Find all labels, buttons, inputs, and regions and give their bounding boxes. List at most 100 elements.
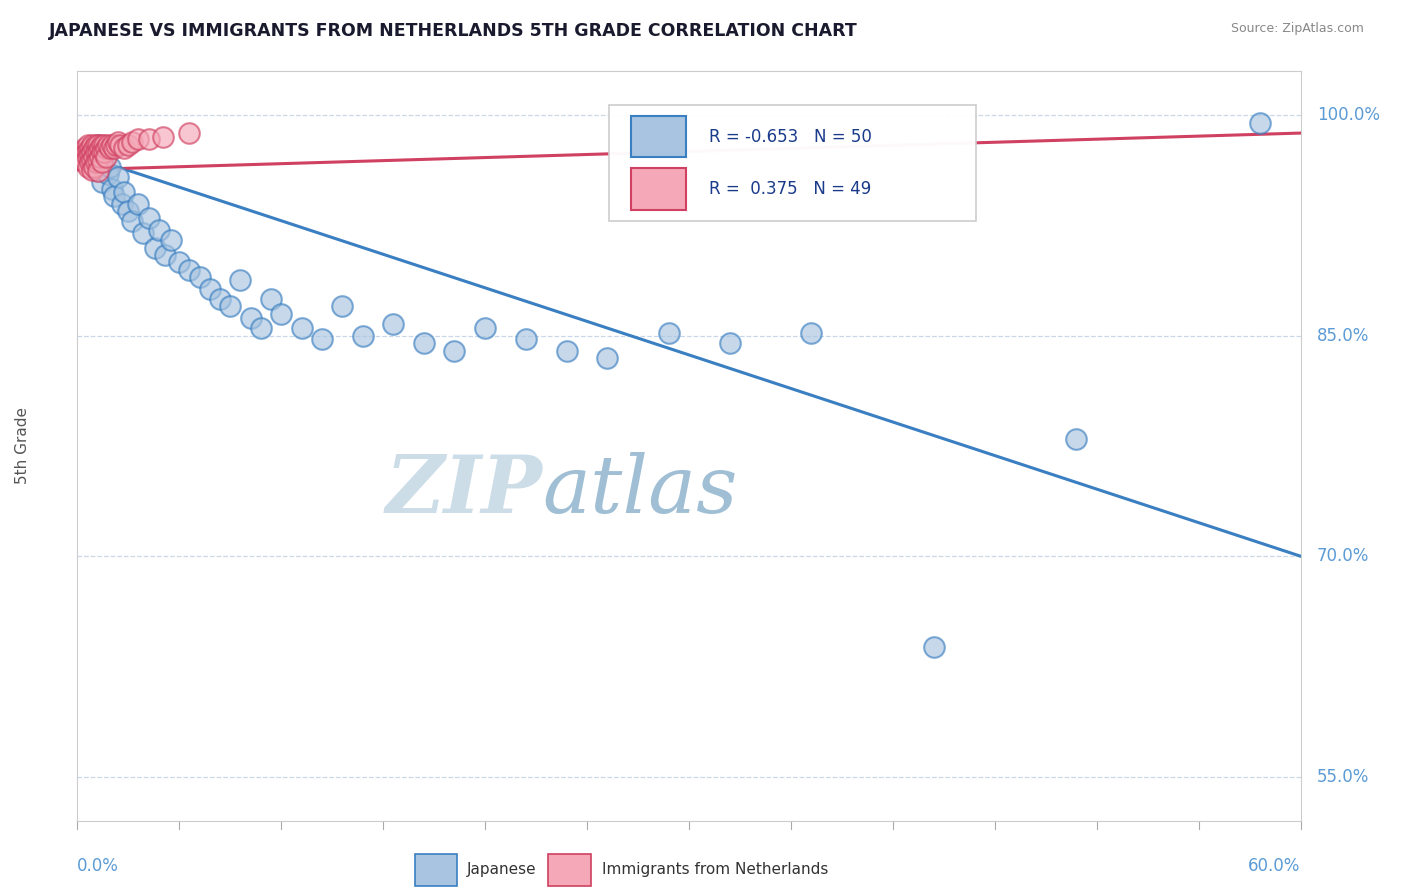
Point (83, 141, 105, 155)
Point (260, 292, 283, 306)
Point (138, 211, 160, 226)
Point (76, 137, 98, 152)
Point (101, 182, 124, 196)
Point (107, 135, 129, 149)
Point (515, 332, 537, 346)
Point (117, 137, 139, 152)
Point (555, 343, 578, 358)
Point (143, 241, 166, 255)
Point (290, 321, 312, 335)
Point (79, 155, 101, 169)
Text: Japanese: Japanese (467, 863, 537, 877)
Point (101, 137, 124, 152)
Point (103, 189, 125, 203)
Point (72, 150, 94, 164)
Point (90, 145, 112, 160)
Point (76, 145, 98, 160)
Point (97, 167, 120, 181)
Point (105, 137, 128, 152)
Point (72, 145, 94, 160)
Point (80, 137, 103, 152)
Point (332, 300, 354, 314)
Point (219, 300, 242, 314)
Point (127, 196, 149, 211)
Text: 85.0%: 85.0% (1317, 326, 1369, 345)
Point (93, 153, 115, 167)
Point (87, 145, 110, 160)
Point (80, 162, 103, 177)
Point (84, 145, 107, 160)
Text: 100.0%: 100.0% (1317, 106, 1379, 125)
Point (121, 135, 143, 149)
Point (75, 141, 97, 155)
Point (250, 321, 273, 335)
Point (148, 223, 170, 237)
Point (131, 226, 153, 240)
Point (239, 311, 262, 326)
Point (87, 137, 110, 152)
Point (98, 141, 121, 155)
Point (922, 640, 945, 655)
Point (188, 270, 211, 285)
Point (87, 164, 110, 178)
Point (93, 137, 115, 152)
Point (87, 164, 110, 178)
Point (76, 150, 98, 164)
Point (179, 262, 201, 277)
Point (270, 307, 292, 321)
Text: 0.0%: 0.0% (77, 857, 120, 875)
Text: Source: ZipAtlas.com: Source: ZipAtlas.com (1230, 22, 1364, 36)
Point (98, 160, 121, 174)
Point (229, 273, 252, 287)
Point (718, 336, 741, 351)
Point (94, 150, 117, 164)
Point (1066, 432, 1088, 446)
Point (80, 145, 103, 160)
Text: ZIP: ZIP (385, 452, 543, 530)
Point (138, 132, 160, 146)
Point (75, 146, 97, 161)
Point (474, 321, 496, 335)
Point (127, 132, 149, 146)
Point (658, 326, 681, 340)
Text: JAPANESE VS IMMIGRANTS FROM NETHERLANDS 5TH GRADE CORRELATION CHART: JAPANESE VS IMMIGRANTS FROM NETHERLANDS … (49, 22, 858, 40)
FancyBboxPatch shape (609, 105, 976, 221)
Point (311, 332, 333, 346)
Text: 5th Grade: 5th Grade (15, 408, 30, 484)
Point (121, 214, 143, 228)
Point (413, 336, 436, 351)
Text: 55.0%: 55.0% (1317, 767, 1369, 786)
Bar (631, 116, 686, 157)
Point (97, 137, 120, 152)
Text: Immigrants from Netherlands: Immigrants from Netherlands (602, 863, 828, 877)
Text: R =  0.375   N = 49: R = 0.375 N = 49 (709, 180, 870, 198)
Point (152, 130, 174, 145)
Point (160, 233, 183, 247)
Point (89, 150, 111, 164)
Point (112, 141, 135, 155)
Point (90, 137, 112, 152)
Point (800, 326, 823, 340)
Point (89, 141, 111, 155)
Point (84, 155, 107, 169)
Point (83, 155, 105, 169)
Point (80, 153, 103, 167)
Point (90, 155, 112, 169)
Point (352, 328, 374, 343)
Point (198, 282, 221, 296)
Point (83, 160, 105, 174)
Point (83, 150, 105, 164)
Point (94, 141, 117, 155)
Point (103, 141, 125, 155)
Point (90, 175, 112, 189)
Point (596, 351, 619, 365)
Point (112, 185, 135, 199)
Text: R = -0.653   N = 50: R = -0.653 N = 50 (709, 128, 872, 145)
Point (1249, 116, 1271, 130)
Point (117, 203, 139, 218)
Point (179, 126, 201, 140)
Point (382, 317, 405, 331)
Point (87, 153, 110, 167)
Point (153, 248, 176, 262)
Point (79, 148, 101, 162)
